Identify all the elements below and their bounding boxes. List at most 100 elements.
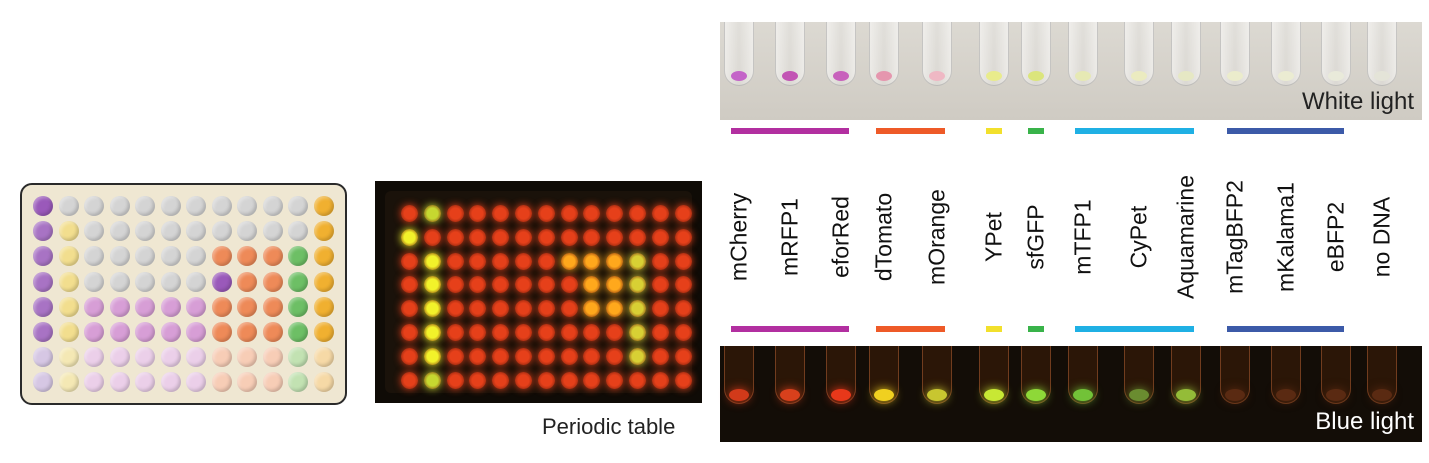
protein-group-bar <box>876 326 945 332</box>
tube-name-label: eBFP2 <box>1322 201 1349 273</box>
protein-group-bar <box>1075 128 1194 134</box>
blue-light-tube <box>1124 346 1154 404</box>
plate-well <box>160 372 181 393</box>
white-light-tube <box>1021 22 1051 86</box>
tube-name-label: CyPet <box>1125 205 1152 269</box>
tube-name-label: no DNA <box>1368 196 1395 278</box>
photo-well <box>674 252 692 270</box>
photo-well <box>674 371 692 389</box>
photo-well <box>469 228 487 246</box>
plate-well <box>237 372 257 393</box>
photo-well <box>629 347 646 365</box>
tube-name-label: mCherry <box>725 192 752 282</box>
photo-well <box>446 252 464 270</box>
blue-light-tube <box>1220 346 1250 404</box>
photo-well <box>423 252 441 270</box>
plate-well <box>160 196 181 216</box>
photo-well <box>606 371 624 389</box>
blue-light-tube <box>724 346 754 404</box>
photo-well <box>469 276 487 294</box>
white-light-tube <box>724 22 754 86</box>
tube-fluorescence <box>1176 389 1196 401</box>
plate-schematic <box>20 183 347 405</box>
photo-well <box>606 324 624 341</box>
plate-well <box>262 221 283 242</box>
plate-well <box>84 296 104 317</box>
tube-fluorescence <box>1026 389 1046 401</box>
tube-fluorescence <box>1326 389 1346 401</box>
tube-fluorescence <box>831 389 851 401</box>
photo-well <box>560 300 578 318</box>
plate-well <box>313 322 334 342</box>
tube-fluorescence <box>729 389 749 401</box>
tube-name-label: Aquamarine <box>1172 174 1199 300</box>
plate-well <box>109 372 130 393</box>
photo-well <box>651 252 669 270</box>
white-light-tube <box>1220 22 1250 86</box>
photo-well <box>492 300 510 318</box>
photo-well <box>492 276 510 294</box>
blue-light-tube <box>1171 346 1201 404</box>
plate-well <box>84 347 104 368</box>
photo-well <box>537 228 555 246</box>
plate-well <box>288 246 308 267</box>
plate-well <box>211 322 232 342</box>
plate-well <box>262 246 283 267</box>
plate-well <box>58 296 79 317</box>
photo-well <box>446 205 464 222</box>
photo-well <box>423 324 441 341</box>
white-light-tube <box>869 22 899 86</box>
plate-well <box>237 322 257 342</box>
photo-well <box>651 205 669 222</box>
blue-light-tube <box>775 346 805 404</box>
photo-well <box>401 300 418 318</box>
plate-well <box>109 221 130 242</box>
photo-well <box>629 371 646 389</box>
photo-well <box>674 324 692 341</box>
photo-well <box>423 228 441 246</box>
photo-well <box>606 276 624 294</box>
tube-sample <box>1131 71 1147 81</box>
tube-fluorescence <box>927 389 947 401</box>
photo-well <box>401 205 418 222</box>
plate-well <box>109 196 130 216</box>
photo-well <box>583 300 601 318</box>
plate-well <box>313 246 334 267</box>
photo-well <box>583 371 601 389</box>
photo-well <box>629 300 646 318</box>
plate-well <box>288 322 308 342</box>
plate-well <box>211 221 232 242</box>
plate-well <box>237 196 257 216</box>
plate-well <box>262 196 283 216</box>
photo-well <box>629 228 646 246</box>
photo-well <box>674 205 692 222</box>
tube-name-label: eforRed <box>827 196 854 278</box>
photo-well <box>492 228 510 246</box>
photo-well <box>629 205 646 222</box>
plate-well <box>33 271 53 292</box>
photo-well <box>492 371 510 389</box>
plate-well <box>109 322 130 342</box>
tube-fluorescence <box>1276 389 1296 401</box>
blue-light-tube <box>1321 346 1351 404</box>
tube-sample <box>1328 71 1344 81</box>
plate-well <box>262 322 283 342</box>
plate-well <box>211 246 232 267</box>
tube-name-label: sfGFP <box>1022 204 1049 270</box>
tube-fluorescence <box>874 389 894 401</box>
tube-fluorescence <box>1372 389 1392 401</box>
tube-sample <box>1278 71 1294 81</box>
protein-group-bar <box>1227 326 1344 332</box>
photo-well <box>674 300 692 318</box>
plate-well <box>160 296 181 317</box>
photo-well <box>560 205 578 222</box>
plate-well <box>313 296 334 317</box>
plate-well <box>135 271 155 292</box>
white-light-tube <box>775 22 805 86</box>
plate-well <box>135 372 155 393</box>
plate-well <box>237 246 257 267</box>
photo-well <box>560 228 578 246</box>
photo-well <box>583 324 601 341</box>
photo-well <box>446 347 464 365</box>
blue-light-tube <box>869 346 899 404</box>
